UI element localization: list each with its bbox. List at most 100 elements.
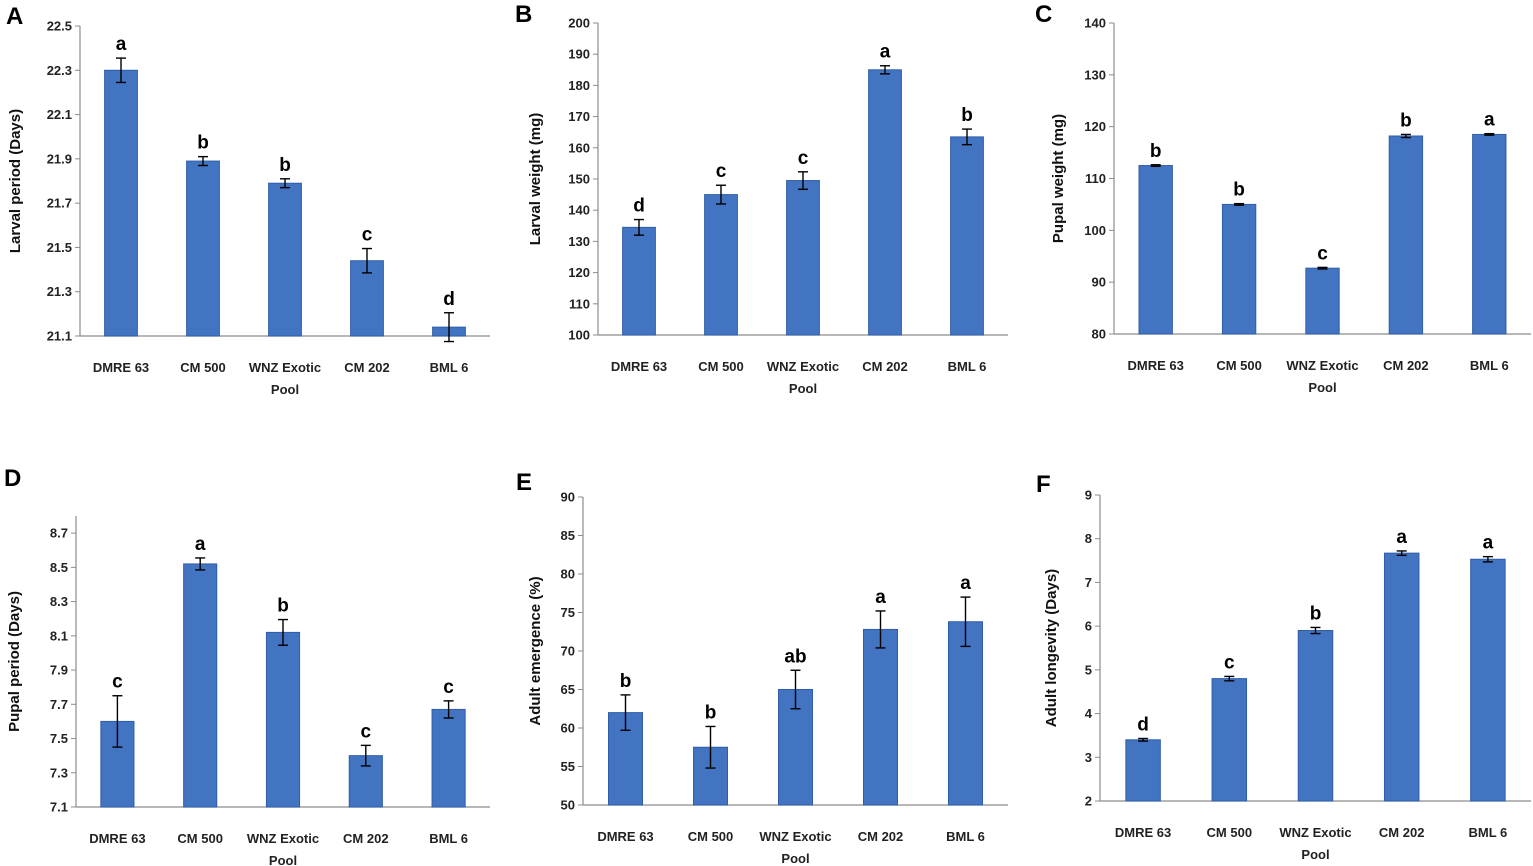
x-category-label: BML 6 [946, 829, 985, 844]
significance-letter: c [798, 148, 809, 169]
y-tick-label: 3 [1085, 750, 1092, 765]
significance-letter: c [112, 672, 123, 693]
y-axis-title: Larval weight (mg) [527, 113, 544, 246]
significance-letter: a [1396, 527, 1407, 548]
significance-letter: a [195, 534, 206, 555]
significance-letter: a [960, 573, 971, 594]
bar [1470, 558, 1506, 802]
y-tick-label: 21.3 [47, 284, 72, 299]
bar [868, 69, 902, 336]
y-tick-label: 2 [1085, 794, 1092, 809]
x-category-label: BML 6 [429, 831, 468, 846]
panel-letter: C [1035, 1, 1052, 28]
x-category-label: BML 6 [1470, 358, 1509, 373]
y-tick-label: 60 [561, 721, 575, 736]
bar [268, 182, 302, 337]
y-tick-label: 5 [1085, 662, 1092, 677]
x-category-label: CM 500 [1216, 358, 1262, 373]
y-tick-label: 85 [561, 528, 575, 543]
y-tick-label: 110 [569, 296, 590, 311]
x-category-label: CM 500 [1207, 825, 1253, 840]
x-category-label: DMRE 63 [1115, 825, 1171, 840]
y-tick-label: 65 [561, 682, 575, 697]
x-category-label: WNZ Exotic Pool [1286, 358, 1358, 395]
x-category-label: WNZ Exotic Pool [759, 829, 831, 866]
y-axis-title: Larval period (Days) [7, 109, 24, 253]
y-tick-label: 70 [561, 644, 575, 659]
y-tick-label: 130 [1084, 67, 1106, 82]
chart-panel-f: F 2 3 4 5 6 7 8 9 Adult longevity (Days) d DMRE 63 c… [1036, 471, 1531, 862]
chart-panel-b: B 100 110 120 130 140 150 160 170 180 190 200 Larval… [515, 1, 1008, 396]
y-tick-label: 140 [1084, 16, 1106, 31]
significance-letter: a [875, 587, 886, 608]
y-tick-label: 150 [568, 172, 590, 187]
bar [1297, 630, 1334, 802]
bar [622, 226, 656, 336]
x-category-label: BML 6 [1469, 825, 1508, 840]
x-category-label: WNZ Exotic Pool [247, 831, 319, 866]
y-tick-label: 21.1 [47, 329, 72, 344]
y-axis-title: Pupal period (Days) [6, 591, 23, 732]
bar [1305, 267, 1340, 335]
x-category-label: CM 202 [858, 829, 904, 844]
y-tick-label: 22.1 [47, 107, 72, 122]
bar [1138, 165, 1173, 335]
significance-letter: b [1233, 180, 1245, 201]
y-tick-label: 100 [568, 328, 590, 343]
y-tick-label: 160 [568, 140, 590, 155]
y-tick-label: 7.3 [50, 765, 68, 780]
bar [265, 631, 301, 808]
bar [431, 708, 466, 808]
y-tick-label: 180 [568, 78, 590, 93]
bar [104, 69, 138, 337]
y-tick-label: 80 [1092, 327, 1106, 342]
y-tick-label: 120 [568, 265, 590, 280]
bar [186, 160, 220, 337]
y-tick-label: 7 [1085, 575, 1092, 590]
y-axis-title: Adult emergence (%) [527, 576, 544, 725]
panel-letter: B [515, 1, 532, 28]
y-tick-label: 130 [568, 234, 590, 249]
x-category-label: CM 202 [343, 831, 389, 846]
x-category-label: CM 202 [344, 360, 390, 375]
y-tick-label: 7.9 [50, 663, 68, 678]
y-tick-label: 4 [1085, 706, 1093, 721]
y-tick-label: 7.1 [50, 800, 68, 815]
panel-letter: D [4, 465, 21, 492]
significance-letter: b [705, 702, 717, 723]
significance-letter: c [1224, 652, 1235, 673]
x-category-label: BML 6 [948, 359, 987, 374]
y-tick-label: 100 [1084, 223, 1106, 238]
significance-letter: a [116, 34, 127, 55]
x-category-label: CM 500 [180, 360, 226, 375]
significance-letter: b [277, 596, 289, 617]
significance-letter: ab [784, 646, 806, 667]
significance-letter: b [1310, 603, 1322, 624]
significance-letter: d [633, 196, 645, 217]
y-tick-label: 90 [561, 490, 575, 505]
y-tick-label: 21.5 [47, 240, 72, 255]
y-tick-label: 6 [1085, 619, 1092, 634]
y-tick-label: 9 [1085, 488, 1092, 503]
y-tick-label: 8.3 [50, 594, 68, 609]
y-tick-label: 21.7 [47, 196, 72, 211]
x-category-label: DMRE 63 [89, 831, 145, 846]
y-tick-label: 120 [1084, 119, 1106, 134]
bar [863, 628, 898, 806]
chart-panel-e: E 50 55 60 65 70 75 80 85 90 Adult emergence (%) b D… [516, 469, 1008, 866]
y-tick-label: 7.7 [50, 697, 68, 712]
significance-letter: c [361, 721, 372, 742]
x-category-label: WNZ Exotic Pool [1279, 825, 1351, 862]
significance-letter: b [197, 133, 209, 154]
y-tick-label: 75 [561, 605, 575, 620]
y-axis-title: Adult longevity (Days) [1043, 569, 1060, 727]
significance-letter: b [961, 105, 973, 126]
x-category-label: WNZ Exotic Pool [249, 360, 321, 397]
x-category-label: WNZ Exotic Pool [767, 359, 839, 396]
bar [1221, 203, 1257, 335]
significance-letter: d [1137, 714, 1149, 735]
y-tick-label: 22.5 [47, 19, 72, 34]
bar [1383, 552, 1420, 802]
significance-letter: d [443, 289, 455, 310]
